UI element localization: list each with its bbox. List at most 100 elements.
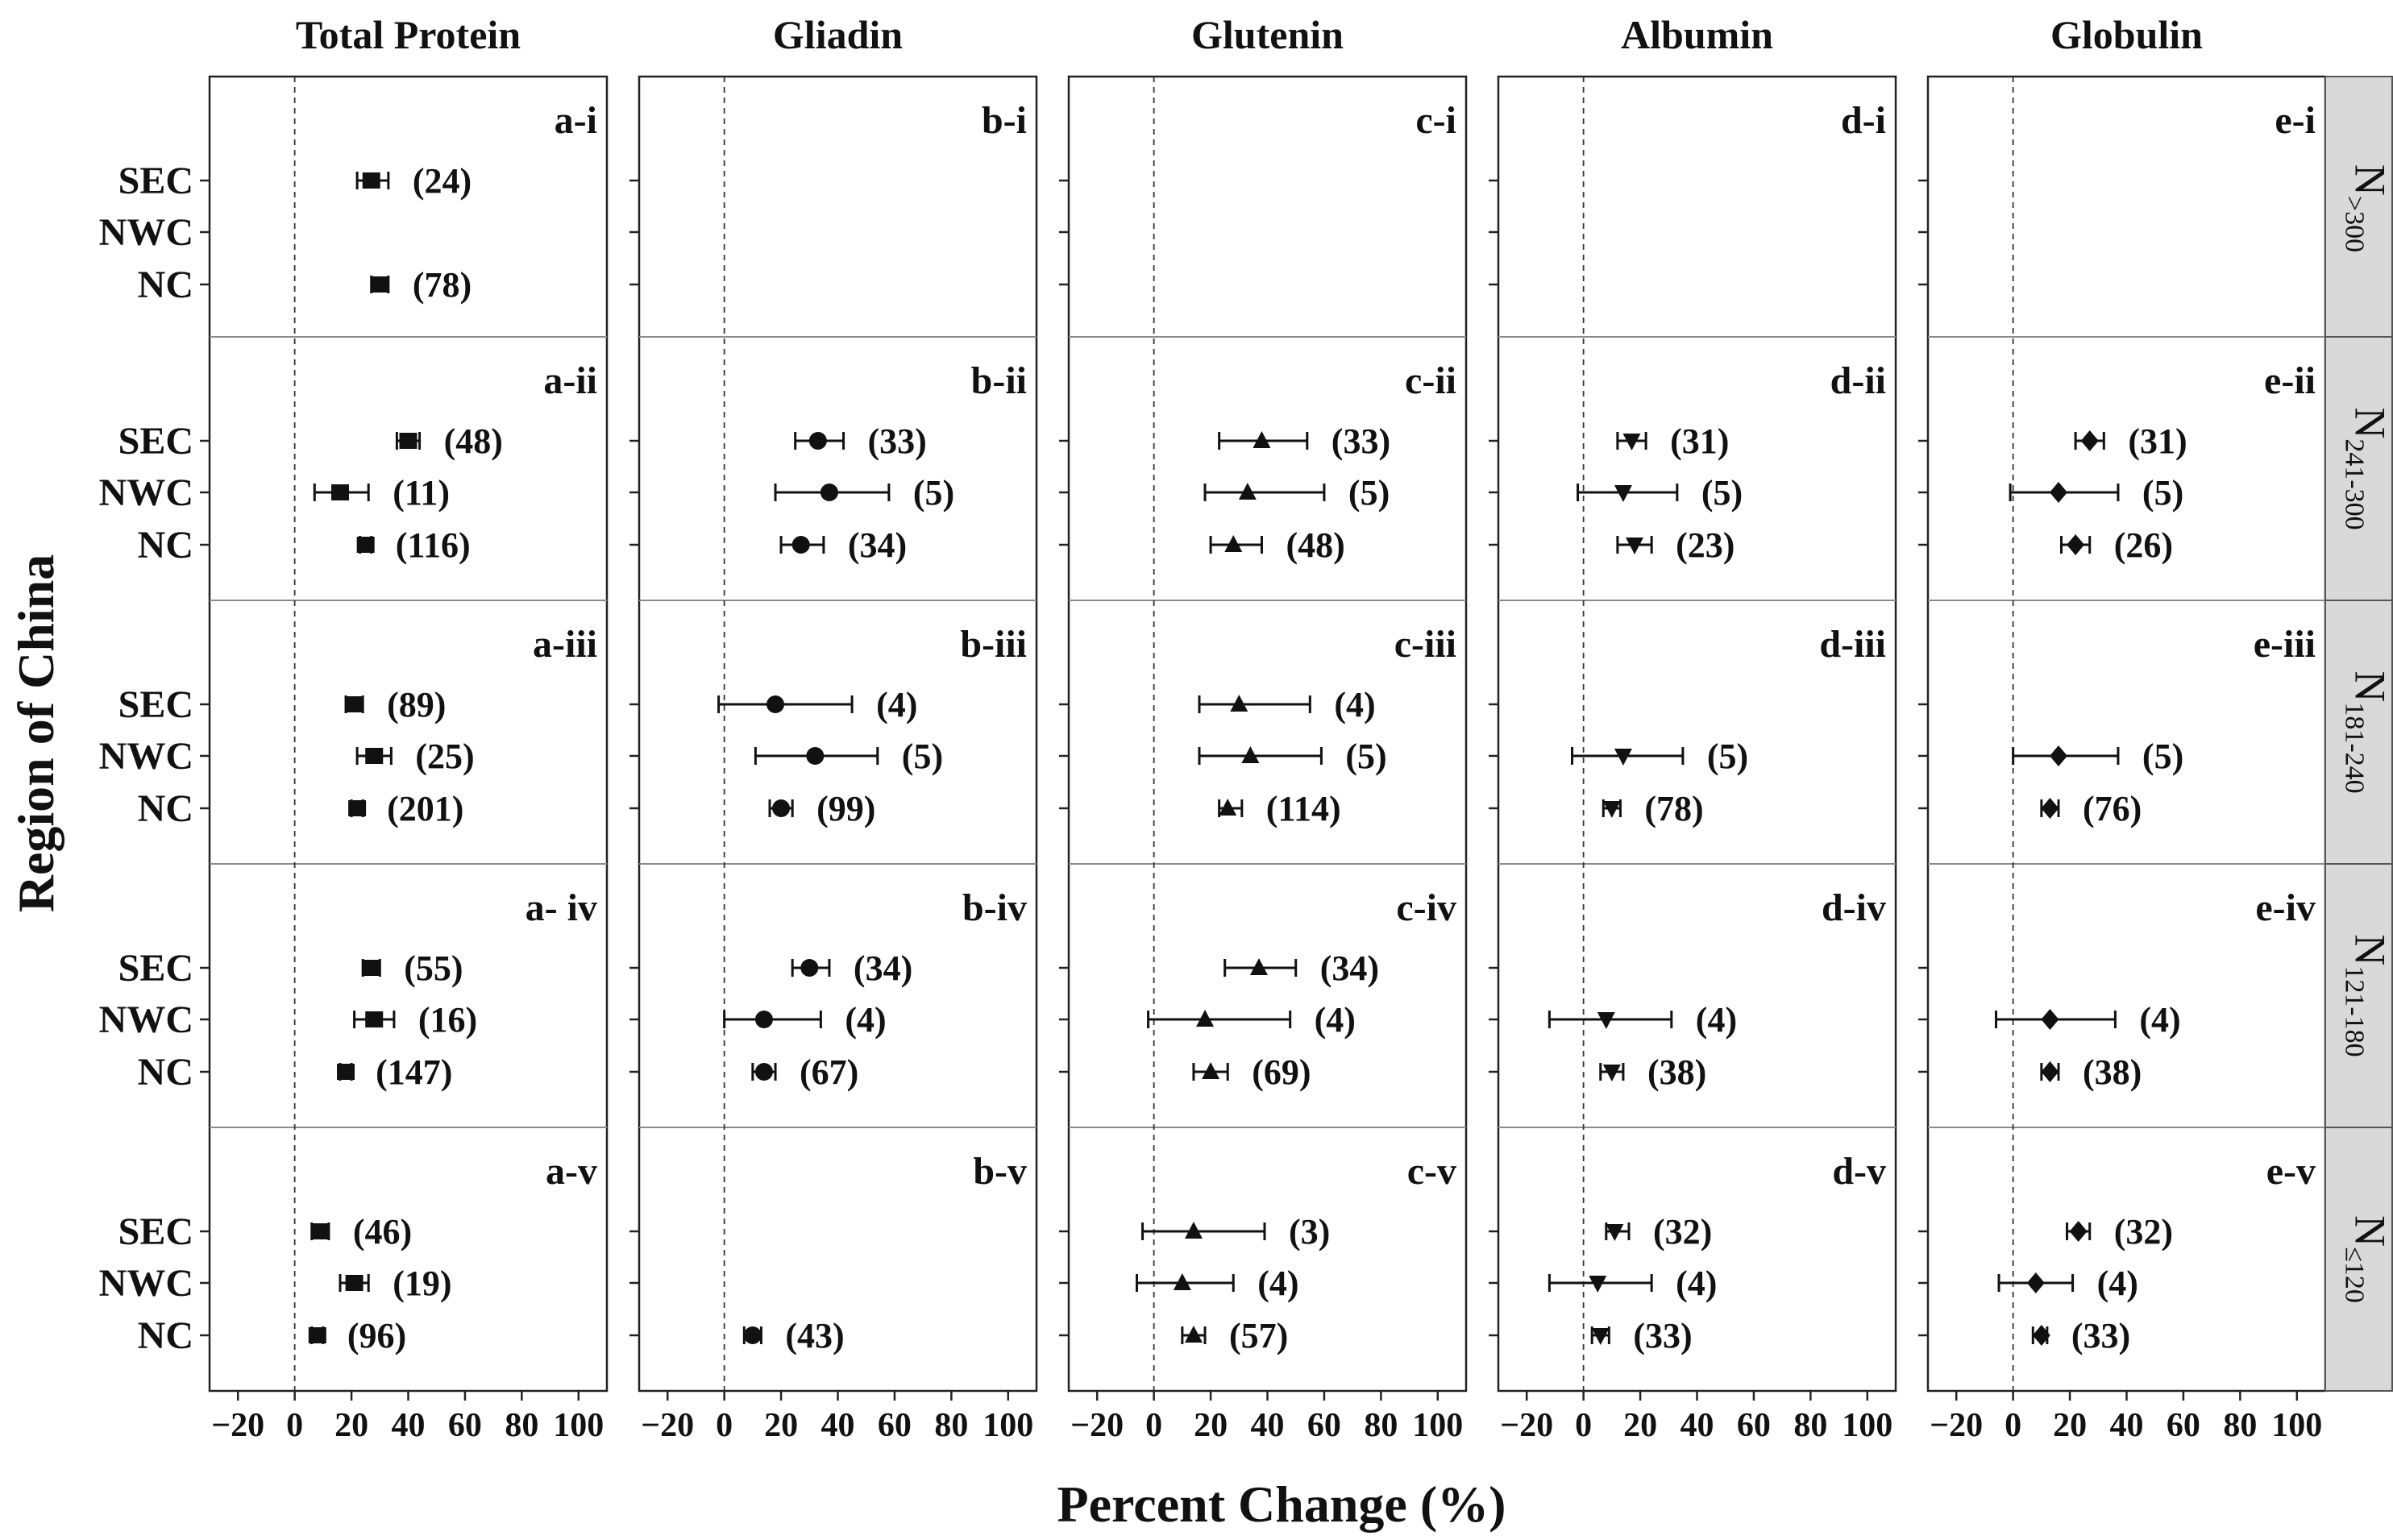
point-marker (2080, 430, 2099, 451)
sample-count-label: (31) (2128, 421, 2187, 461)
sample-count-label: (78) (1644, 789, 1703, 828)
point-marker (308, 1327, 326, 1343)
sample-count-label: (4) (1257, 1264, 1298, 1303)
panel-frame (638, 75, 1038, 1393)
point-marker (348, 800, 367, 816)
sample-count-label: (78) (413, 265, 472, 305)
panel-frame (1067, 75, 1468, 1393)
facet-strip (2324, 1127, 2393, 1392)
sample-count-label: (3) (1289, 1212, 1330, 1252)
column-title: Albumin (1621, 12, 1773, 57)
sample-count-label: (116) (396, 525, 471, 565)
sample-count-label: (4) (2139, 1000, 2180, 1040)
facet-strip (2324, 863, 2393, 1128)
facet-strip (2324, 600, 2393, 865)
point-marker (754, 1063, 773, 1081)
point-marker (1253, 431, 1271, 448)
region-tick-label: NC (138, 264, 193, 306)
sample-count-label: (32) (2114, 1212, 2173, 1252)
panel-frame (1926, 75, 2327, 1393)
point-marker (1589, 1276, 1607, 1293)
point-marker (1238, 483, 1257, 500)
panel-label: e-ii (2264, 359, 2316, 402)
panel-label: a- iv (526, 886, 597, 929)
point-marker (1230, 695, 1248, 712)
sample-count-label: (24) (413, 161, 472, 201)
region-tick-label: SEC (118, 1210, 193, 1253)
panel-label: b-v (973, 1150, 1027, 1193)
sample-count-label: (4) (2097, 1264, 2138, 1303)
x-tick-label: 20 (334, 1407, 368, 1444)
point-marker (806, 747, 825, 765)
sample-count-label: (34) (1320, 948, 1379, 988)
sample-count-label: (33) (1332, 421, 1390, 461)
sample-count-label: (26) (2114, 525, 2173, 565)
region-tick-label: NWC (99, 735, 193, 778)
point-marker (1606, 1224, 1624, 1241)
x-tick-label: 40 (392, 1407, 426, 1444)
sample-count-label: (5) (2142, 473, 2183, 513)
point-marker (2069, 1221, 2088, 1242)
panel-label: c-iii (1394, 623, 1456, 666)
x-tick-label: 20 (2053, 1407, 2087, 1444)
sample-count-label: (46) (353, 1212, 412, 1252)
point-marker (1614, 485, 1632, 502)
sample-count-label: (31) (1670, 421, 1729, 461)
sample-count-label: (34) (854, 948, 912, 988)
sample-count-label: (48) (1286, 525, 1344, 565)
region-tick-label: NC (138, 787, 193, 830)
panel-label: d-v (1832, 1150, 1886, 1193)
x-tick-label: 0 (1145, 1407, 1162, 1444)
panel-label: a-v (546, 1150, 597, 1193)
point-marker (2032, 1325, 2050, 1346)
region-tick-label: SEC (118, 683, 193, 726)
panel-label: c-ii (1405, 359, 1456, 402)
x-tick-label: 0 (2005, 1407, 2021, 1444)
point-marker (345, 696, 364, 712)
panel-label: d-ii (1830, 359, 1886, 402)
x-tick-label: −20 (641, 1407, 694, 1444)
sample-count-label: (33) (2071, 1316, 2130, 1355)
y-axis-title: Region of China (7, 554, 64, 913)
x-tick-label: 0 (716, 1407, 733, 1444)
sample-count-label: (34) (848, 525, 907, 565)
point-marker (362, 960, 380, 976)
x-tick-label: 40 (1681, 1407, 1714, 1444)
point-marker (1184, 1326, 1203, 1343)
point-marker (1202, 1062, 1220, 1079)
sample-count-label: (4) (1676, 1264, 1717, 1303)
sample-count-label: (201) (387, 789, 463, 828)
sample-count-label: (4) (845, 1000, 886, 1040)
panel-label: d-iv (1822, 886, 1886, 929)
x-tick-label: 0 (1575, 1407, 1592, 1444)
point-marker (365, 1011, 384, 1027)
point-marker (362, 172, 380, 189)
facet-strip (2324, 336, 2393, 601)
region-tick-label: NWC (99, 998, 193, 1041)
x-tick-label: 80 (934, 1407, 968, 1444)
sample-count-label: (76) (2083, 789, 2142, 828)
point-marker (1602, 801, 1621, 818)
region-tick-label: SEC (118, 160, 193, 202)
x-tick-label: 60 (1737, 1407, 1771, 1444)
point-marker (399, 433, 418, 449)
x-tick-label: 60 (1307, 1407, 1341, 1444)
point-marker (2049, 482, 2067, 503)
facet-strip-label: N≤120 (2340, 1215, 2393, 1303)
panel-label: b-ii (971, 359, 1027, 402)
point-marker (1614, 749, 1632, 766)
x-tick-label: −20 (211, 1407, 264, 1444)
sample-count-label: (96) (347, 1316, 406, 1355)
point-marker (2026, 1272, 2045, 1293)
x-tick-label: 80 (1793, 1407, 1827, 1444)
point-marker (330, 484, 349, 500)
x-tick-label: 0 (286, 1407, 303, 1444)
x-tick-label: 80 (2223, 1407, 2257, 1444)
sample-count-label: (69) (1252, 1052, 1311, 1092)
region-tick-label: NWC (99, 471, 193, 514)
point-marker (767, 695, 785, 713)
x-axis-title: Percent Change (%) (1057, 1476, 1506, 1533)
point-marker (820, 484, 838, 501)
panel-label: d-iii (1819, 623, 1886, 666)
x-tick-label: 80 (505, 1407, 538, 1444)
